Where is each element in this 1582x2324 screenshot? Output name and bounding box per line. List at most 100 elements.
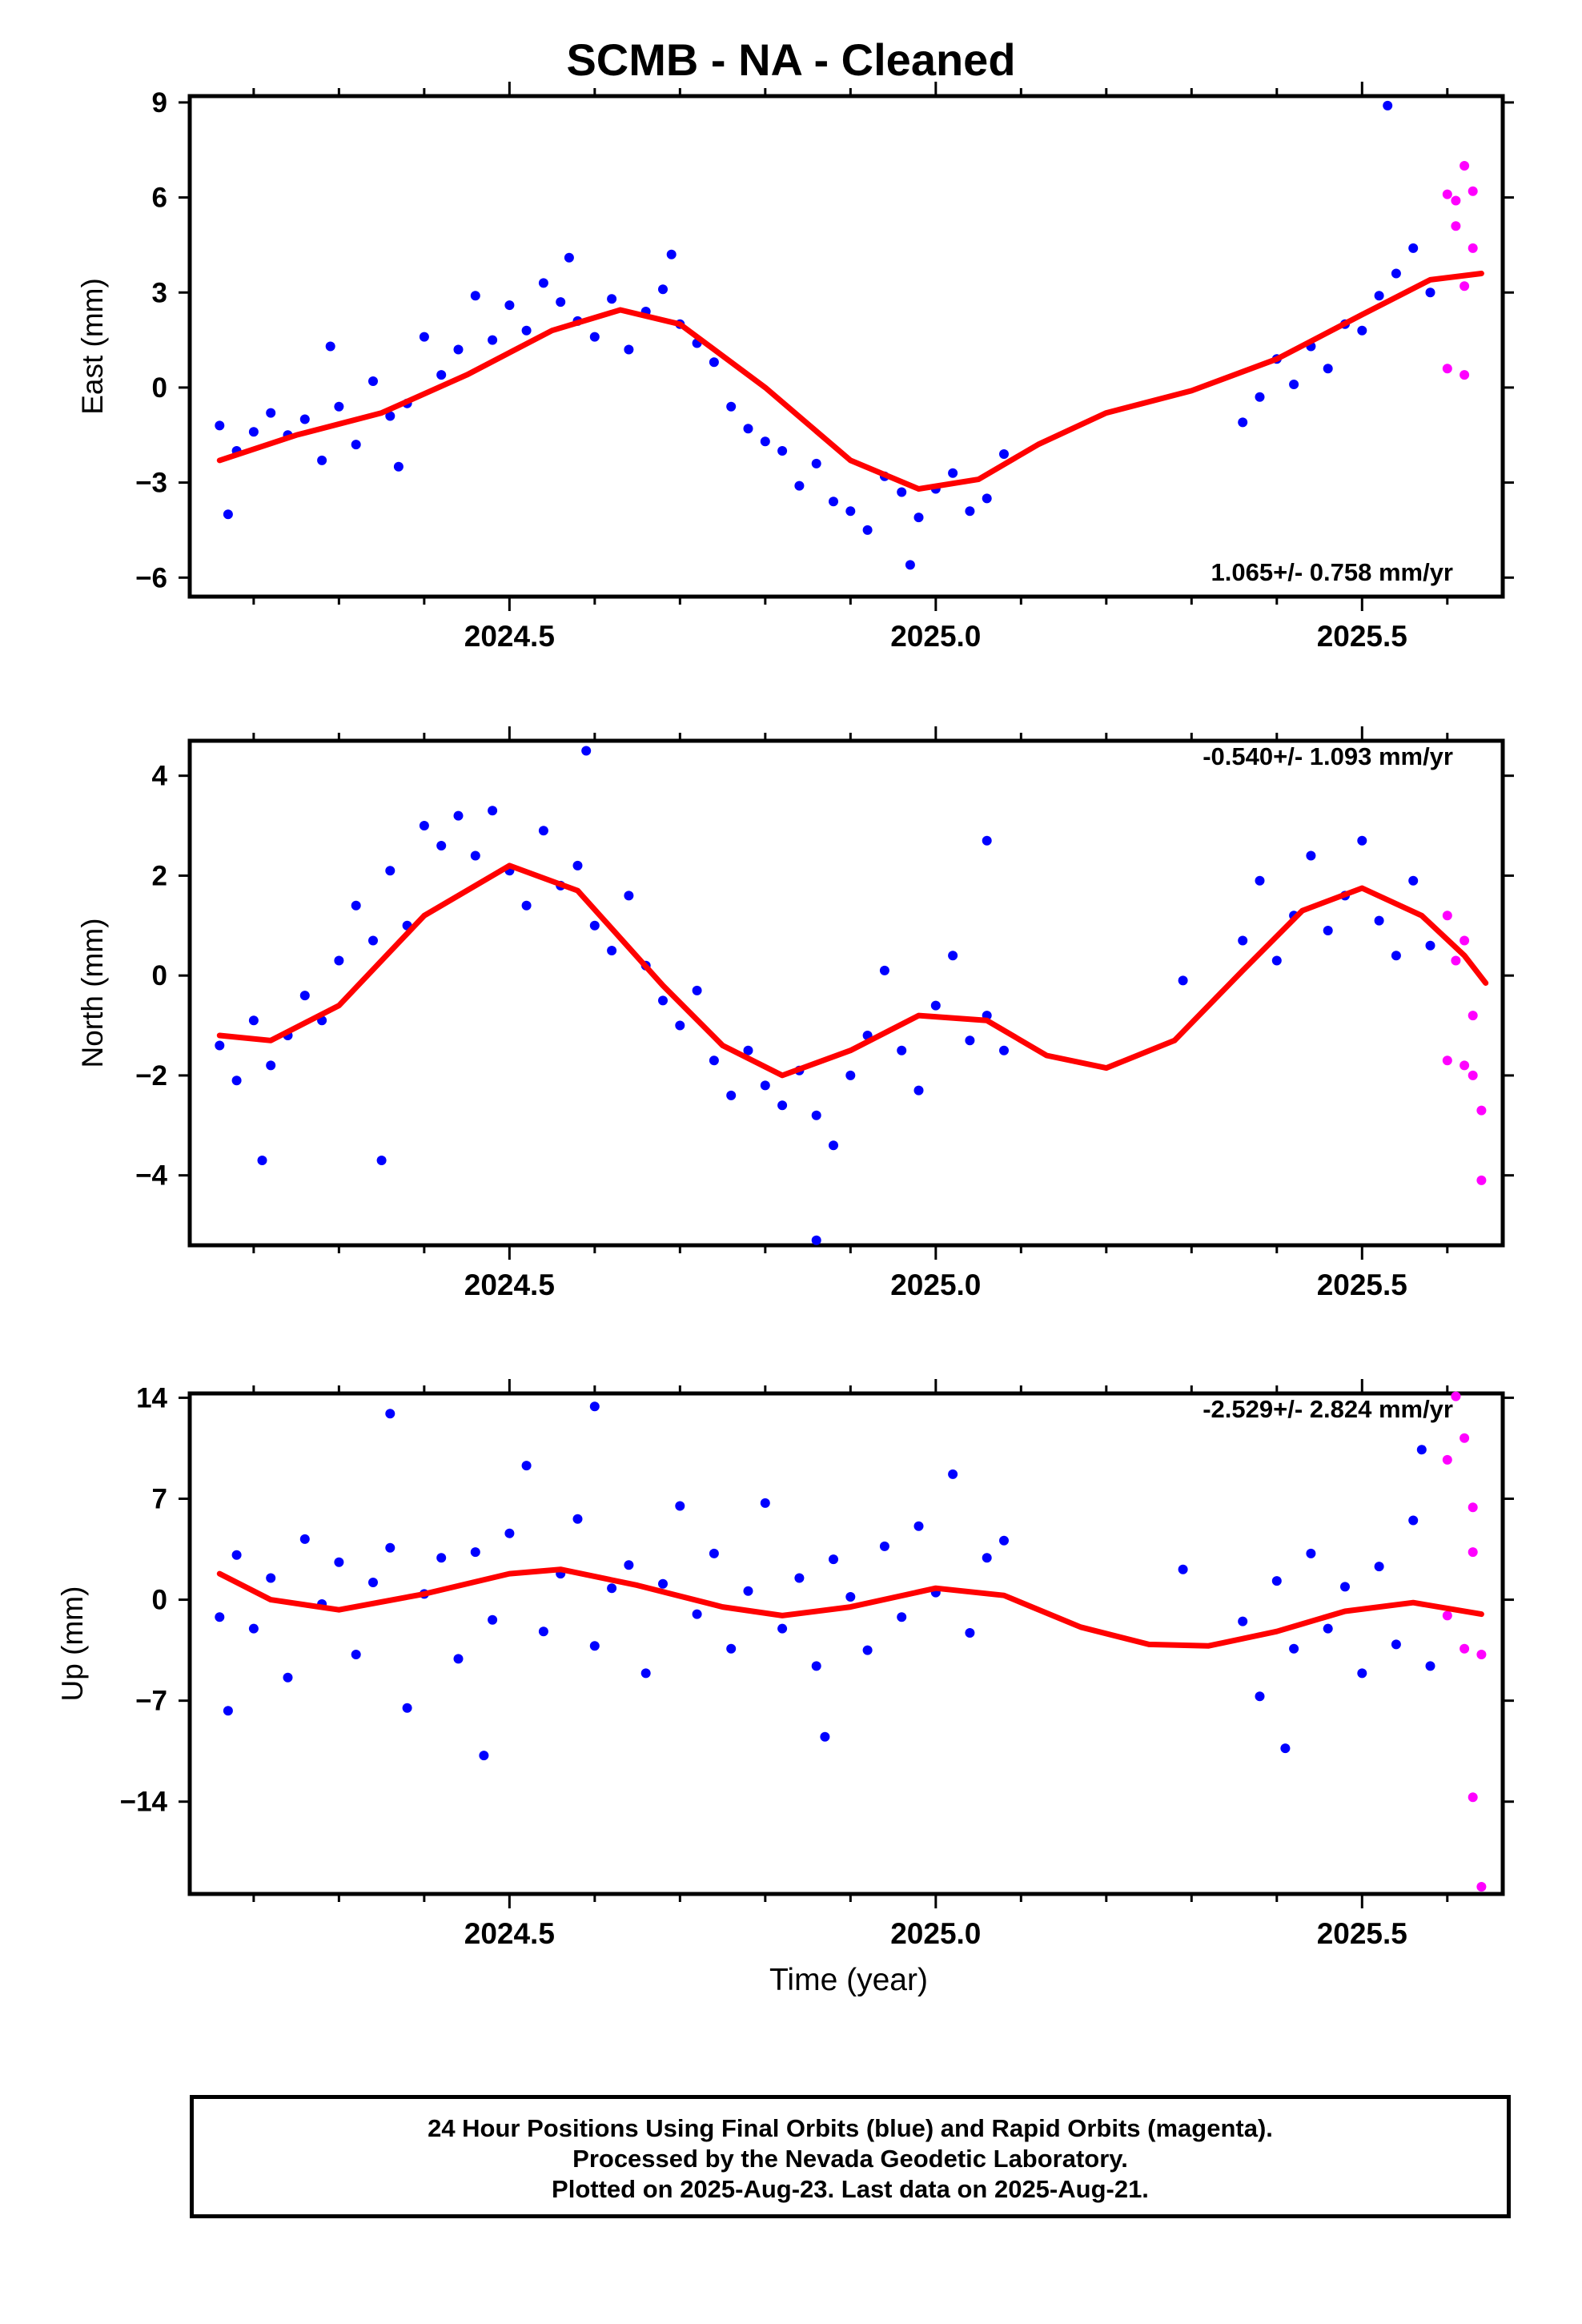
final-orbit-point [794,1573,805,1583]
final-orbit-point [829,497,838,507]
final-orbit-point [624,1560,634,1570]
final-orbit-point [965,1628,975,1638]
rapid-orbit-point [1460,1433,1470,1443]
final-orbit-point [299,414,310,424]
y-tick-label: 4 [152,761,168,792]
final-orbit-point [1271,955,1282,966]
final-orbit-point [248,1623,259,1634]
final-orbit-point [982,835,992,846]
final-orbit-point [879,965,889,975]
rapid-orbit-point [1460,281,1470,292]
final-orbit-point [811,1661,821,1671]
final-orbit-point [393,461,404,472]
final-orbit-point [829,1554,838,1565]
final-orbit-point [325,341,335,352]
final-orbit-point [845,506,856,517]
final-orbit-point [589,920,600,931]
final-orbit-point [692,985,702,995]
final-orbit-point [1357,835,1367,846]
final-orbit-point [215,1612,225,1622]
plot-frame [187,94,1505,599]
final-orbit-point [385,866,396,876]
final-orbit-point [488,335,498,345]
final-orbit-point [820,1731,830,1742]
final-orbit-point [692,1609,702,1619]
rapid-orbit-point [1468,1502,1478,1513]
final-orbit-point [982,1553,992,1563]
final-orbit-point [223,509,233,520]
final-orbit-point [453,810,464,821]
x-tick-label: 2025.0 [890,1269,981,1301]
final-orbit-point [777,446,788,456]
final-orbit-point [266,408,276,418]
x-axis-label: Time (year) [769,1963,928,1997]
final-orbit-point [1323,1623,1333,1634]
final-orbit-point [299,991,310,1001]
final-orbit-point [479,1751,489,1761]
y-axis-label: North (mm) [76,918,109,1068]
final-orbit-point [607,294,617,304]
final-orbit-point [521,1461,532,1471]
final-orbit-point [556,297,566,308]
final-orbit-point [897,487,907,497]
rapid-orbit-point [1460,1643,1470,1654]
final-orbit-point [1289,1643,1299,1654]
final-orbit-point [299,1534,310,1544]
final-orbit-point [1178,975,1188,986]
y-tick-label: −6 [135,562,167,593]
final-orbit-point [726,1643,737,1654]
y-tick-label: 0 [152,372,167,404]
final-orbit-point [913,1085,924,1096]
final-orbit-point [1408,1515,1419,1526]
rapid-orbit-point [1468,1792,1478,1803]
final-orbit-point [488,1614,498,1625]
rapid-orbit-point [1476,1175,1487,1185]
footer-line-2: Processed by the Nevada Geodetic Laborat… [572,2145,1128,2173]
final-orbit-point [1425,1661,1435,1671]
final-orbit-point [248,427,259,437]
final-orbit-point [829,1140,838,1151]
final-orbit-point [572,860,583,870]
y-tick-label: −14 [120,1787,168,1818]
final-orbit-point [948,468,958,478]
x-tick-label: 2024.5 [464,1917,555,1950]
model-fit-line [216,1566,1484,1649]
final-orbit-point [999,1045,1009,1055]
final-orbit-point [215,1040,225,1051]
rapid-orbit-point [1442,1610,1452,1621]
final-orbit-point [897,1045,907,1055]
final-orbit-point [845,1070,856,1080]
final-orbit-point [1238,935,1248,946]
final-orbit-point [504,300,515,311]
final-orbit-point [1425,940,1435,951]
final-orbit-point [658,995,668,1006]
final-orbit-point [1178,1564,1188,1574]
y-tick-label: −3 [135,468,167,499]
final-orbit-point [402,1703,412,1713]
model-fit-line [216,862,1489,1079]
rapid-orbit-point [1468,1547,1478,1558]
final-orbit-point [965,506,975,517]
final-orbit-point [999,1535,1009,1546]
final-orbit-point [862,1645,873,1655]
final-orbit-point [1425,287,1435,298]
final-orbit-point [589,332,600,342]
final-orbit-point [879,1541,889,1551]
final-orbit-point [589,1641,600,1651]
final-orbit-point [709,357,719,368]
final-orbit-point [376,1156,387,1165]
final-orbit-point [675,1020,685,1031]
rapid-orbit-point [1442,364,1452,374]
final-orbit-point [1391,951,1401,961]
final-orbit-point [1289,380,1299,389]
final-orbit-point [1255,1691,1265,1702]
rapid-orbit-point [1460,935,1470,946]
final-orbit-point [982,493,992,504]
y-tick-label: 9 [152,87,167,119]
final-orbit-point [1416,1445,1427,1455]
footer-box: 24 Hour Positions Using Final Orbits (bl… [190,2095,1511,2218]
final-orbit-point [743,1045,753,1055]
final-orbit-point [231,1550,242,1560]
final-orbit-point [589,1401,600,1412]
final-orbit-point [351,900,361,911]
